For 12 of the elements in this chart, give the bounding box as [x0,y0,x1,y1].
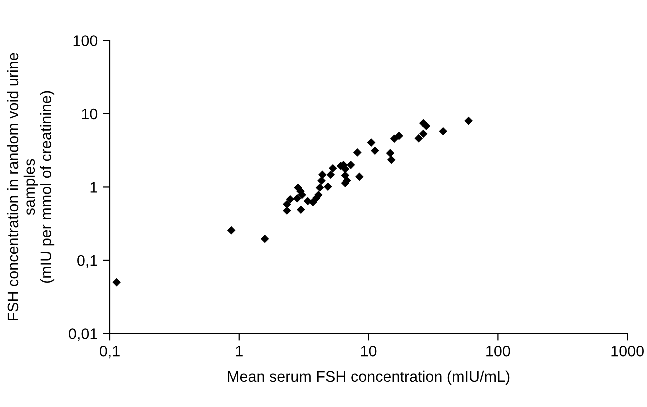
y-tick-label: 1 [90,182,98,193]
y-tick-label: 0,01 [69,328,98,342]
y-tick-label: 0,1 [78,255,98,268]
x-tick-label: 10 [361,346,377,357]
x-tick-label: 100 [486,346,510,357]
x-axis-title: Mean serum FSH concentration (mIU/mL) [228,370,510,386]
y-axis-title: FSH concentration in random void urine samples (mIU per mmol of creatinine) [7,53,55,321]
x-tick-label: 0,1 [100,346,120,359]
x-tick-label: 1 [236,346,243,357]
x-tick-label: 1000 [612,346,644,357]
y-tick-label: 10 [82,108,98,120]
y-tick-label: 100 [74,36,98,46]
